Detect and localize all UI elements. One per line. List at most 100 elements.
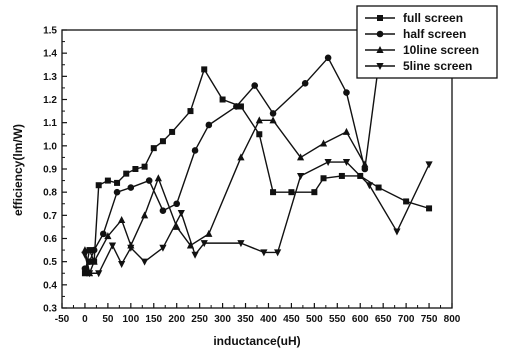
data-point [338,172,345,179]
data-point [260,249,268,257]
x-tick-label: 50 [102,314,114,325]
y-tick-label: 0.4 [43,280,57,291]
data-point [320,175,327,182]
data-point [113,188,121,196]
data-point [296,172,305,180]
data-point [104,177,111,184]
y-tick-label: 1.4 [43,49,57,60]
x-tick-label: 200 [168,314,185,325]
data-point [169,128,176,135]
legend-label: full screen [403,11,463,25]
legend-marker [377,15,383,21]
data-point [81,251,89,259]
series-triangle-up [81,116,369,277]
legend-item: 5line screen [365,59,472,73]
x-tick-label: 100 [122,314,139,325]
data-point [237,153,245,161]
data-point [141,163,148,170]
x-tick-label: 150 [145,314,162,325]
data-point [205,229,213,237]
x-axis: -50 0 50 100 150 200 250 300 350 400 450 500 550 600 6… [55,303,461,325]
x-tick-label: 450 [283,314,300,325]
data-point [150,145,157,152]
y-tick-label: 1.5 [43,26,57,37]
data-point [342,159,351,167]
y-tick-label: 1.0 [43,141,57,152]
data-point [361,160,369,168]
x-tick-label: 700 [398,314,415,325]
data-point [159,207,167,214]
data-point [154,174,162,182]
x-tick-label: 0 [82,314,88,325]
y-tick-label: 0.8 [43,188,57,199]
data-point [95,182,102,189]
data-point [319,139,328,147]
x-tick-label: 500 [306,314,323,325]
x-tick-label: 550 [329,314,346,325]
y-axis: 0.3 0.4 0.5 0.6 0.7 0.8 0.9 1.0 1.1 1.2 1.3 1.4 1.5 [43,26,67,315]
data-point [375,184,382,191]
data-point [393,228,401,236]
data-point [426,205,433,212]
data-point [256,131,263,138]
data-point [118,215,126,223]
data-point [324,159,332,167]
data-point [251,82,259,89]
data-point [114,179,121,186]
y-tick-label: 1.3 [43,72,57,83]
data-point [324,54,332,62]
legend-item: half screen [365,27,466,41]
data-point [81,270,88,277]
data-point [132,166,139,172]
x-tick-label: 300 [214,314,231,325]
data-point [104,232,112,240]
series-triangle-down [81,159,433,278]
data-point [140,258,149,266]
data-point [108,242,117,250]
y-tick-label: 0.9 [43,165,57,176]
legend-marker [376,46,384,53]
y-axis-title: efficiency(lm/W) [11,124,25,216]
data-point [219,96,226,103]
data-point [177,210,185,218]
x-tick-label: 250 [191,314,208,325]
data-point [205,121,213,129]
y-tick-label: 1.2 [43,95,57,106]
data-point [301,79,309,87]
data-point [86,247,93,254]
y-tick-label: 0.7 [43,211,57,222]
legend-item: full screen [365,11,463,25]
x-tick-label: 350 [237,314,254,325]
data-point [201,66,208,73]
data-point [274,249,282,257]
legend-label: 10line screen [403,43,479,57]
y-tick-label: 0.6 [43,234,57,245]
x-tick-label: 800 [444,314,461,325]
data-point [403,198,410,205]
legend-marker [376,63,384,70]
legend: full screen half screen 10line screen 5line… [356,5,498,79]
data-point [127,184,135,191]
series-square [81,66,433,277]
data-point [118,260,126,268]
y-tick-label: 1.1 [43,118,57,129]
series-line [84,161,430,274]
data-point [296,153,305,161]
data-point [269,110,277,117]
data-point [187,108,194,115]
series-layer [81,54,433,278]
data-point [191,147,199,154]
data-point [85,270,94,278]
x-tick-label: 650 [375,314,392,325]
data-point [365,182,374,190]
data-point [95,270,103,278]
data-point [90,246,98,254]
x-tick-label: -50 [55,314,70,325]
data-point [288,189,295,196]
data-point [99,230,107,238]
legend-label: half screen [403,27,466,41]
series-line [84,57,380,270]
data-point [127,244,135,252]
legend-label: 5line screen [403,59,472,73]
data-point [237,103,244,110]
